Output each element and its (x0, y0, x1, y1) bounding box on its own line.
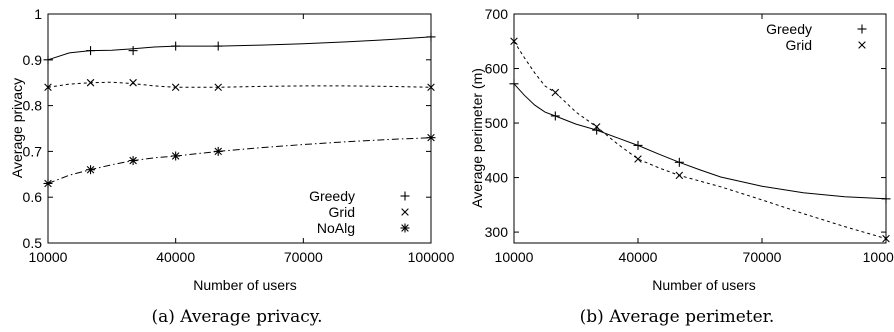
legend-marker (858, 41, 866, 49)
data-point-greedy (674, 157, 684, 167)
y-tick-label: 0.7 (23, 143, 43, 159)
legend-marker (400, 223, 410, 233)
y-tick-label: 600 (485, 61, 509, 77)
legend-label: Greedy (766, 21, 812, 37)
legend-marker (400, 191, 410, 201)
data-point-grid (129, 78, 137, 87)
x-tick-label: 10000 (495, 249, 534, 265)
y-axis-title: Average privacy (9, 78, 25, 178)
y-tick-label: 500 (485, 115, 509, 131)
y-tick-label: 300 (485, 224, 509, 240)
legend-label: Grid (329, 204, 355, 220)
legend-marker (401, 208, 409, 216)
data-point-greedy (128, 46, 138, 56)
series-line-greedy (513, 83, 887, 200)
series-group (43, 32, 436, 188)
x-tick-label: 40000 (619, 249, 658, 265)
x-axis-title: Number of users (652, 277, 755, 293)
x-tick-label: 10000 (29, 249, 68, 265)
data-point-greedy (633, 140, 643, 150)
series-line-grid (47, 81, 432, 88)
data-point-grid (44, 83, 52, 92)
series-group (509, 37, 891, 243)
caption-a: (a) Average privacy. (151, 307, 322, 327)
y-tick-label: 700 (485, 6, 509, 22)
data-point-grid (86, 78, 95, 87)
legend-marker (857, 24, 867, 34)
data-point-noalg (43, 178, 53, 188)
chart-average-perimeter: 300 400 500 600 700 10000 40000 70000 100000 Av… (469, 6, 894, 327)
data-point-noalg (171, 151, 181, 161)
data-point-grid (510, 37, 518, 46)
data-point-greedy (213, 41, 223, 51)
y-tick-label: 400 (485, 170, 509, 186)
data-point-greedy (550, 111, 560, 121)
series-noalg (43, 133, 436, 188)
data-point-grid (214, 83, 222, 92)
legend-label: Grid (786, 37, 812, 53)
data-point-grid (171, 83, 180, 92)
x-tick-label: 100000 (408, 249, 455, 265)
series-grid (44, 78, 435, 92)
y-axis-title: Average perimeter (m) (469, 68, 485, 208)
y-tick-label: 0.6 (23, 189, 43, 205)
plot-frame (47, 13, 432, 244)
data-point-greedy (881, 194, 891, 204)
chart-average-privacy: 0.5 0.6 0.7 0.8 0.9 1 10000 40000 70000 100000 A… (9, 6, 455, 327)
series-greedy (509, 79, 891, 204)
y-tick-label: 1 (34, 6, 42, 22)
data-point-greedy (426, 32, 436, 42)
legend-label: NoAlg (317, 220, 355, 236)
caption-b: (b) Average perimeter. (580, 307, 775, 327)
plot-frame (513, 13, 887, 244)
data-point-noalg (426, 133, 436, 143)
series-grid (510, 37, 890, 243)
series-line-noalg (47, 137, 432, 184)
data-point-greedy (43, 55, 53, 65)
legend-label: Greedy (309, 188, 355, 204)
x-tick-label: 40000 (156, 249, 195, 265)
data-point-noalg (128, 156, 138, 166)
series-greedy (43, 32, 436, 65)
data-point-grid (675, 171, 684, 180)
x-tick-labels: 10000 40000 70000 100000 (495, 249, 894, 265)
data-point-greedy (171, 41, 181, 51)
data-point-greedy (509, 79, 519, 89)
data-point-grid (551, 88, 560, 97)
y-tick-labels: 300 400 500 600 700 (485, 6, 509, 240)
data-point-noalg (213, 146, 223, 156)
y-tick-label: 0.8 (23, 98, 43, 114)
x-tick-label: 70000 (284, 249, 323, 265)
series-line-grid (513, 41, 887, 240)
x-tick-label: 70000 (743, 249, 782, 265)
y-tick-label: 0.5 (23, 235, 43, 251)
tick-marks (47, 13, 432, 244)
data-point-grid (592, 123, 601, 131)
data-point-greedy (86, 46, 96, 56)
data-point-grid (882, 234, 890, 243)
series-line-greedy (47, 36, 432, 61)
y-tick-label: 0.9 (23, 52, 43, 68)
data-point-grid (427, 83, 435, 92)
data-point-grid (634, 155, 642, 163)
y-tick-labels: 0.5 0.6 0.7 0.8 0.9 1 (23, 6, 43, 251)
x-axis-title: Number of users (193, 277, 296, 293)
x-tick-labels: 10000 40000 70000 100000 (29, 249, 455, 265)
tick-marks (513, 13, 887, 243)
x-tick-label: 100000 (863, 249, 894, 265)
data-point-noalg (86, 165, 96, 175)
